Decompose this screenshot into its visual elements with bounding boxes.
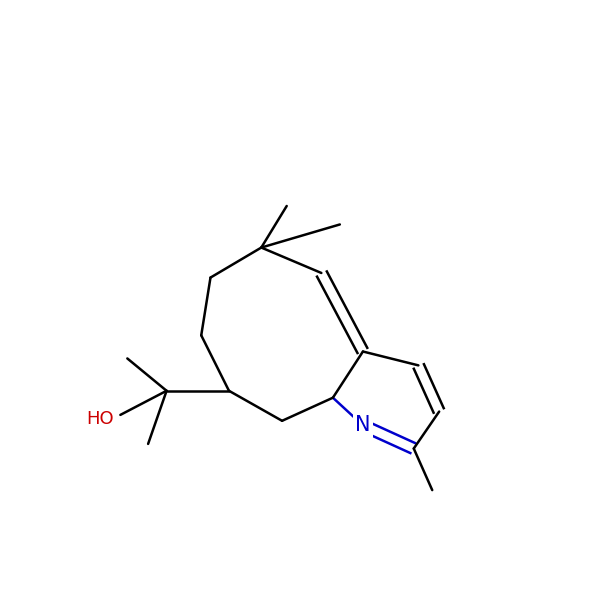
Text: N: N: [355, 415, 371, 436]
Text: HO: HO: [86, 409, 113, 427]
